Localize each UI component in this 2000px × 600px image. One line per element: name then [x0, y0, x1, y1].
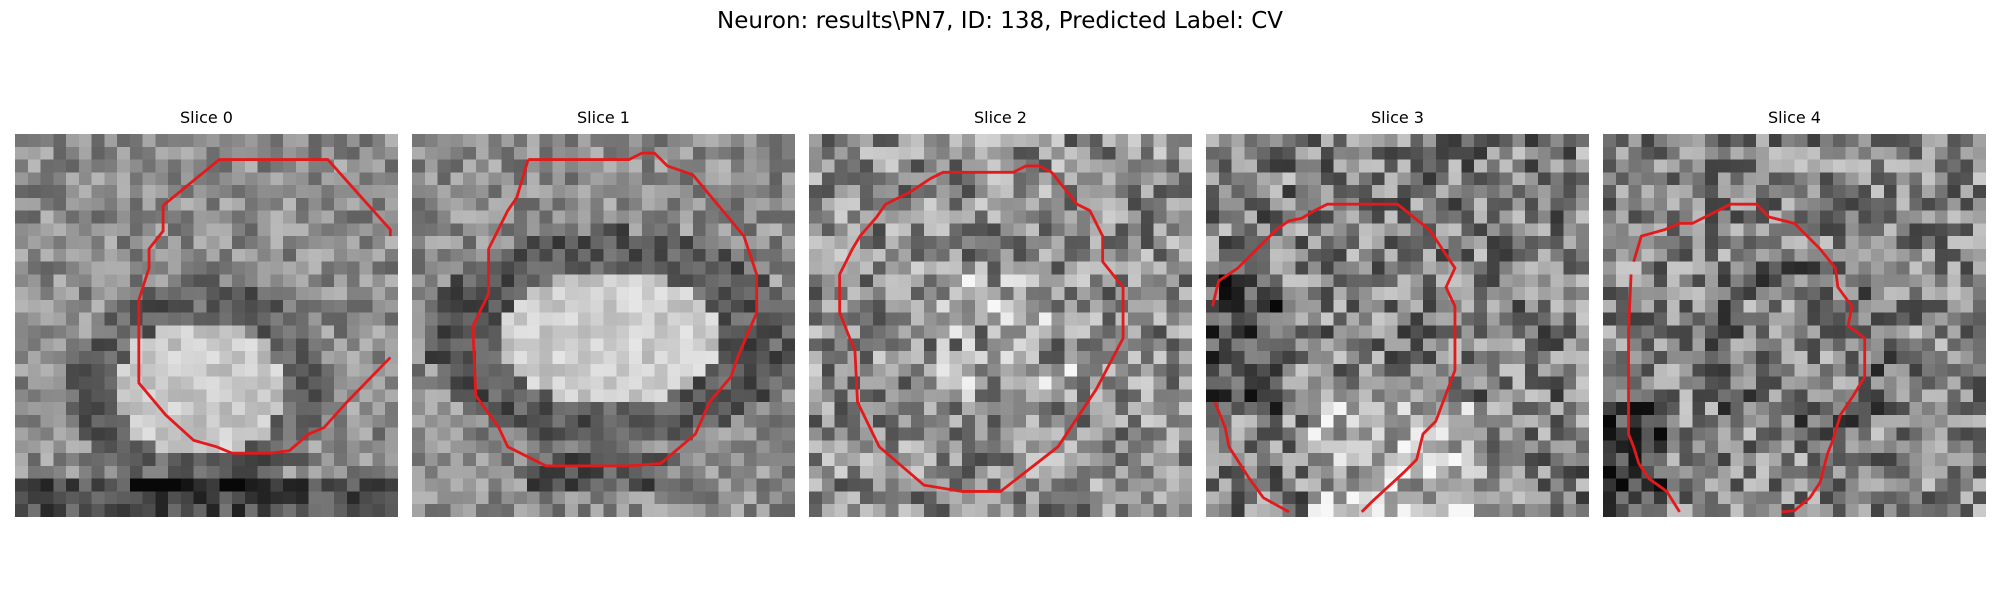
slice-title-2: Slice 2: [974, 108, 1027, 127]
slice-pixels-4: [1603, 134, 1986, 517]
slice-title-4: Slice 4: [1768, 108, 1821, 127]
slice-pixels-0: [15, 134, 398, 517]
slice-title-1: Slice 1: [577, 108, 630, 127]
neuron-contour-3: [1211, 202, 1457, 513]
slice-title-3: Slice 3: [1371, 108, 1424, 127]
neuron-contour-0: [162, 158, 392, 237]
neuron-contour-3-part-1: [1213, 401, 1290, 514]
slice-image-0: [15, 134, 398, 517]
figure-title: Neuron: results\PN7, ID: 138, Predicted …: [717, 8, 1283, 34]
slice-pixels-2: [809, 134, 1192, 517]
slice-image-1: [412, 134, 795, 517]
neuron-contour-4-part-1: [1627, 274, 1681, 513]
slice-image-2: [809, 134, 1192, 517]
neuron-contour-4: [1632, 202, 1867, 514]
neuron-contour-0-part-1: [137, 205, 392, 455]
slice-image-3: [1206, 134, 1589, 517]
neuron-contour-2: [838, 164, 1125, 493]
neuron-contour-1: [471, 151, 759, 468]
slice-image-4: [1603, 134, 1986, 517]
slice-pixels-3: [1206, 134, 1589, 517]
slice-pixels-1: [412, 134, 795, 517]
slice-title-0: Slice 0: [180, 108, 233, 127]
